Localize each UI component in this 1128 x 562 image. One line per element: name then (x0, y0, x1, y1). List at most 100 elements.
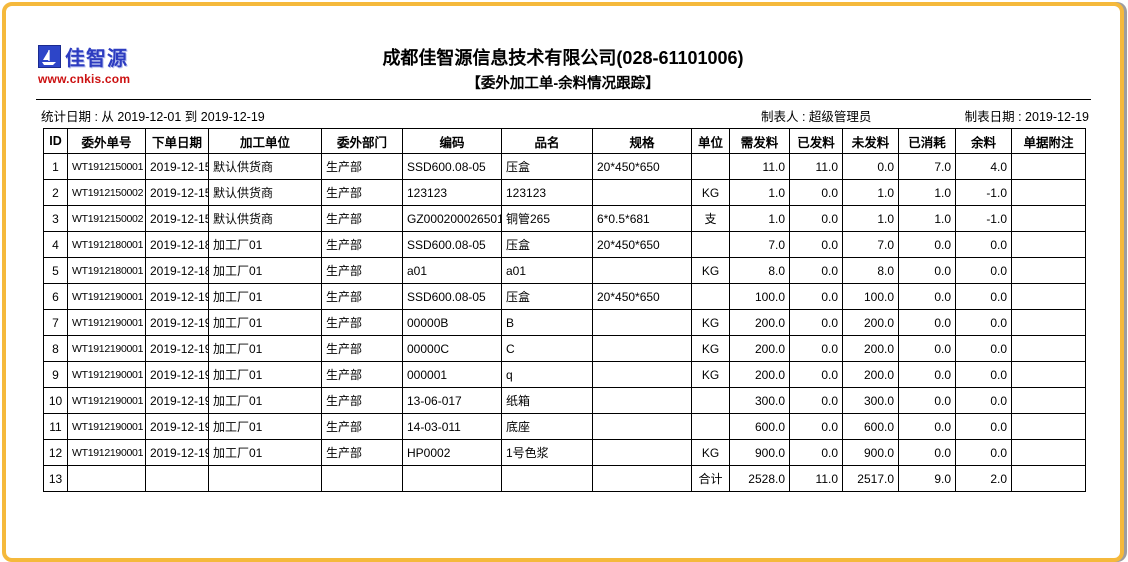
table-row: 7 WT1912190001 2019-12-19 加工厂01 生产部 00000B B KG… (43, 309, 1086, 336)
cell: 0.0 (789, 335, 843, 362)
cell: -1.0 (955, 205, 1012, 232)
cell: 11.0 (789, 465, 843, 492)
cell: WT1912150001 (67, 153, 146, 180)
cell: 11.0 (729, 153, 790, 180)
cell: 1.0 (729, 179, 790, 206)
cell: 支 (691, 205, 730, 232)
cell: 生产部 (321, 231, 403, 258)
cell (321, 465, 403, 492)
logo-url-text: www.cnkis.com (38, 72, 131, 86)
cell: 生产部 (321, 309, 403, 336)
cell (592, 361, 692, 388)
cell: 123123 (501, 179, 593, 206)
cell: KG (691, 361, 730, 388)
cell: 0.0 (789, 439, 843, 466)
cell: 10 (43, 387, 68, 414)
cell: 8.0 (842, 257, 899, 284)
cell (1011, 283, 1086, 310)
cell: 纸箱 (501, 387, 593, 414)
column-header: 委外部门 (321, 128, 403, 154)
cell: WT1912150002 (67, 179, 146, 206)
cell: 14-03-011 (402, 413, 502, 440)
cell: 0.0 (898, 309, 956, 336)
table-row: 12 WT1912190001 2019-12-19 加工厂01 生产部 HP0002 1号… (43, 439, 1086, 466)
cell: a01 (501, 257, 593, 284)
cell (691, 231, 730, 258)
cell: 加工厂01 (208, 257, 322, 284)
cell: 0.0 (898, 231, 956, 258)
cell: 0.0 (898, 439, 956, 466)
cell: 0.0 (898, 361, 956, 388)
cell: KG (691, 335, 730, 362)
cell: 0.0 (955, 439, 1012, 466)
cell: B (501, 309, 593, 336)
cell: 2019-12-19 (145, 387, 209, 414)
cell: 7.0 (842, 231, 899, 258)
cell: HP0002 (402, 439, 502, 466)
cell: 600.0 (729, 413, 790, 440)
cell: 生产部 (321, 387, 403, 414)
cell (1011, 465, 1086, 492)
cell: 200.0 (729, 335, 790, 362)
cell (1011, 309, 1086, 336)
cell: 4 (43, 231, 68, 258)
cell: 0.0 (955, 231, 1012, 258)
cell: C (501, 335, 593, 362)
cell: 2019-12-18 (145, 257, 209, 284)
outsourcing-remainder-table: ID 委外单号 下单日期 加工单位 委外部门 编码 品名 规格 单位 需发料 已发料 未发料 已消耗 余料… (43, 128, 1086, 492)
cell: 7.0 (729, 231, 790, 258)
cell: 0.0 (955, 335, 1012, 362)
cell: 2019-12-19 (145, 283, 209, 310)
cell: WT1912190001 (67, 439, 146, 466)
cell (1011, 257, 1086, 284)
cell: 9.0 (898, 465, 956, 492)
cell (67, 465, 146, 492)
cell: 2528.0 (729, 465, 790, 492)
cell: KG (691, 439, 730, 466)
cell: 5 (43, 257, 68, 284)
cell: 0.0 (898, 335, 956, 362)
cell: 铜管265 (501, 205, 593, 232)
table-header-row: ID 委外单号 下单日期 加工单位 委外部门 编码 品名 规格 单位 需发料 已发料 未发料 已消耗 余料… (43, 128, 1086, 154)
cell: WT1912180001 (67, 257, 146, 284)
cell: 0.0 (789, 309, 843, 336)
table-row: 2 WT1912150002 2019-12-15 默认供货商 生产部 123123 123… (43, 179, 1086, 206)
cell: 加工厂01 (208, 231, 322, 258)
cell: 生产部 (321, 205, 403, 232)
column-header: 下单日期 (145, 128, 209, 154)
cell: 加工厂01 (208, 335, 322, 362)
column-header: 单据附注 (1011, 128, 1086, 154)
cell: 300.0 (842, 387, 899, 414)
cell (145, 465, 209, 492)
cell: KG (691, 257, 730, 284)
cell: 2019-12-19 (145, 413, 209, 440)
cell (691, 283, 730, 310)
cell: 0.0 (789, 179, 843, 206)
cell: WT1912150002 (67, 205, 146, 232)
cell: 11.0 (789, 153, 843, 180)
cell: 1.0 (842, 179, 899, 206)
table-row: 4 WT1912180001 2019-12-18 加工厂01 生产部 SSD600.08… (43, 231, 1086, 258)
table-header: ID 委外单号 下单日期 加工单位 委外部门 编码 品名 规格 单位 需发料 已发料 未发料 已消耗 余料… (43, 128, 1086, 154)
cell: 0.0 (898, 413, 956, 440)
cell: a01 (402, 257, 502, 284)
cell: SSD600.08-05 (402, 153, 502, 180)
cell: q (501, 361, 593, 388)
cell: SSD600.08-05 (402, 231, 502, 258)
cell: 000001 (402, 361, 502, 388)
cell (1011, 439, 1086, 466)
column-header: 已发料 (789, 128, 843, 154)
cell (1011, 205, 1086, 232)
cell: -1.0 (955, 179, 1012, 206)
cell: 默认供货商 (208, 179, 322, 206)
cell: 2019-12-15 (145, 153, 209, 180)
table-row: 1 WT1912150001 2019-12-15 默认供货商 生产部 SSD600.08… (43, 153, 1086, 180)
cell: 600.0 (842, 413, 899, 440)
cell: 100.0 (729, 283, 790, 310)
cell (592, 387, 692, 414)
cell: 900.0 (842, 439, 899, 466)
table-row: 5 WT1912180001 2019-12-18 加工厂01 生产部 a01 a01 KG 8… (43, 257, 1086, 284)
cell: 加工厂01 (208, 309, 322, 336)
cell: 0.0 (789, 283, 843, 310)
